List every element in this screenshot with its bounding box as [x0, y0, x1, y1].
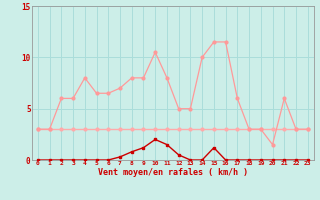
X-axis label: Vent moyen/en rafales ( km/h ): Vent moyen/en rafales ( km/h )	[98, 168, 248, 177]
